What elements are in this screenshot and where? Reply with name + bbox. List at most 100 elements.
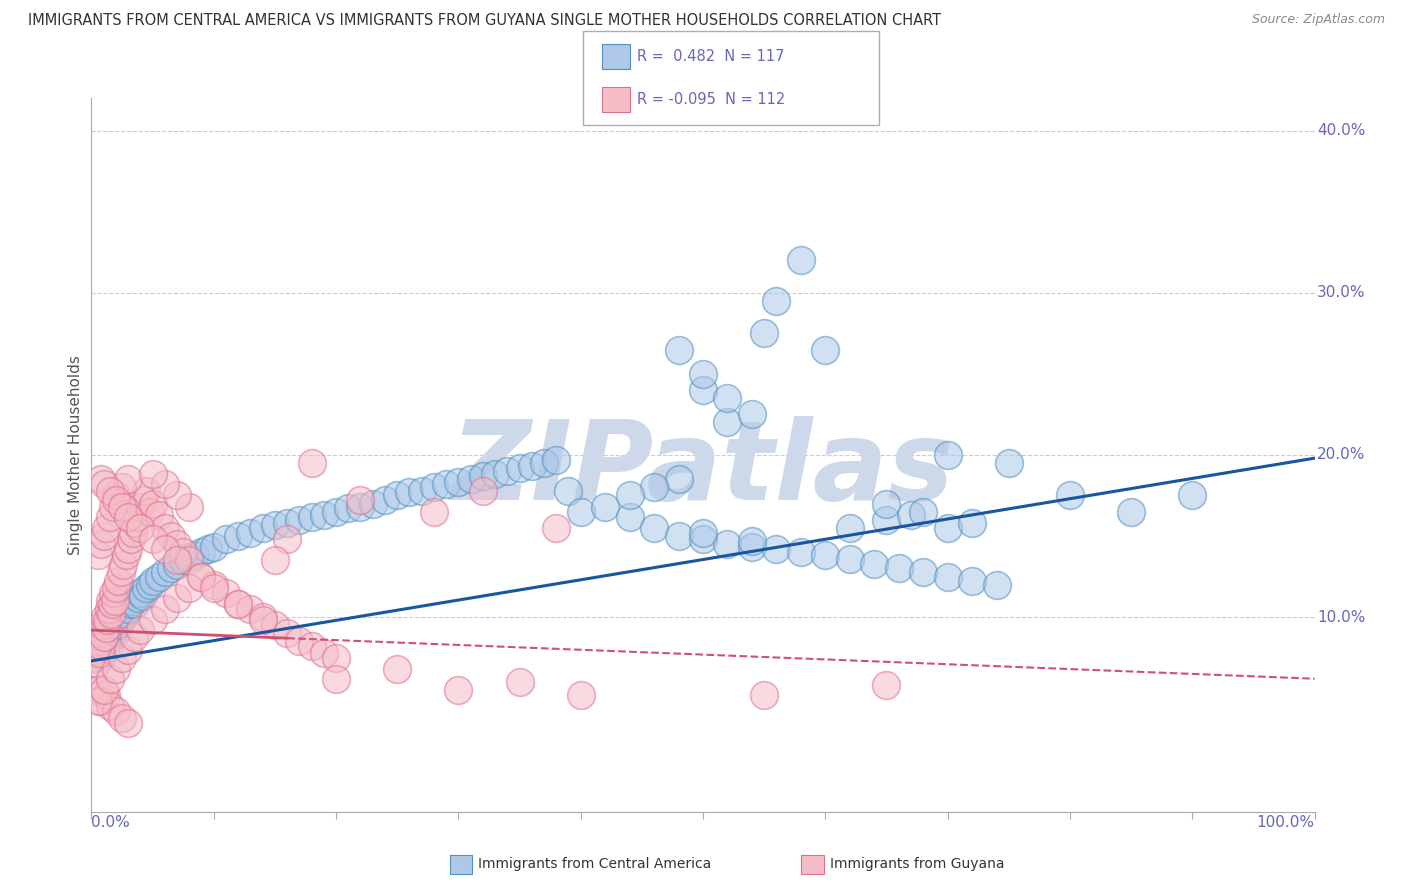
Point [91, 618, 114, 632]
Point [124, 516, 146, 530]
Point [569, 688, 592, 702]
Point [226, 529, 249, 543]
Point [301, 456, 323, 470]
Point [124, 597, 146, 611]
Text: 10.0%: 10.0% [1317, 609, 1365, 624]
Point [117, 642, 139, 657]
Point [569, 505, 592, 519]
Point [276, 626, 298, 640]
Point [111, 650, 134, 665]
Point [765, 293, 787, 308]
Point [838, 521, 860, 535]
Point [692, 533, 714, 547]
Point [960, 574, 983, 589]
Text: Immigrants from Central America: Immigrants from Central America [478, 857, 711, 871]
Point [202, 581, 225, 595]
Point [325, 650, 347, 665]
Point [98, 483, 121, 498]
Point [100, 607, 122, 621]
Point [814, 549, 837, 563]
Point [814, 343, 837, 357]
Point [93, 477, 115, 491]
Point [264, 553, 287, 567]
Point [166, 553, 188, 567]
Point [912, 565, 935, 579]
Point [91, 648, 114, 663]
Point [887, 561, 910, 575]
Point [619, 488, 641, 502]
Point [184, 549, 207, 563]
Point [112, 558, 135, 573]
Point [716, 416, 738, 430]
Point [765, 541, 787, 556]
Point [166, 488, 188, 502]
Point [252, 610, 274, 624]
Point [83, 642, 105, 657]
Point [141, 497, 163, 511]
Point [471, 483, 494, 498]
Point [122, 594, 145, 608]
Point [89, 644, 111, 658]
Point [692, 383, 714, 397]
Point [103, 500, 125, 514]
Point [546, 452, 568, 467]
Point [141, 533, 163, 547]
Point [593, 500, 616, 514]
Point [104, 704, 127, 718]
Point [202, 541, 225, 555]
Point [148, 569, 170, 583]
Text: IMMIGRANTS FROM CENTRAL AMERICA VS IMMIGRANTS FROM GUYANA SINGLE MOTHER HOUSEHOL: IMMIGRANTS FROM CENTRAL AMERICA VS IMMIG… [28, 13, 941, 29]
Point [86, 549, 108, 563]
Point [716, 391, 738, 405]
Point [190, 569, 212, 583]
Point [276, 533, 298, 547]
Text: R = -0.095  N = 112: R = -0.095 N = 112 [637, 92, 785, 106]
Point [668, 343, 690, 357]
Point [668, 472, 690, 486]
Point [139, 505, 162, 519]
Point [141, 574, 163, 589]
Point [668, 529, 690, 543]
Point [98, 672, 121, 686]
Point [111, 480, 134, 494]
Point [226, 597, 249, 611]
Point [166, 558, 188, 573]
Point [84, 642, 107, 657]
Text: 100.0%: 100.0% [1257, 815, 1315, 830]
Point [533, 456, 555, 470]
Point [252, 613, 274, 627]
Point [89, 626, 111, 640]
Point [936, 448, 959, 462]
Point [998, 456, 1021, 470]
Point [1059, 488, 1081, 502]
Point [264, 618, 287, 632]
Point [509, 461, 531, 475]
Point [103, 623, 125, 637]
Point [120, 533, 142, 547]
Point [107, 574, 129, 589]
Point [86, 646, 108, 660]
Point [166, 537, 188, 551]
Text: Immigrants from Guyana: Immigrants from Guyana [830, 857, 1004, 871]
Point [153, 541, 176, 556]
Point [276, 516, 298, 530]
Point [160, 529, 183, 543]
Point [875, 513, 898, 527]
Point [643, 521, 665, 535]
Point [936, 569, 959, 583]
Point [301, 640, 323, 654]
Point [141, 467, 163, 482]
Point [94, 610, 117, 624]
Point [197, 541, 219, 556]
Point [120, 597, 142, 611]
Point [111, 711, 134, 725]
Point [129, 521, 152, 535]
Point [153, 521, 176, 535]
Point [166, 591, 188, 605]
Point [107, 618, 129, 632]
Point [93, 529, 115, 543]
Point [875, 678, 898, 692]
Point [546, 521, 568, 535]
Point [103, 586, 125, 600]
Point [132, 493, 155, 508]
